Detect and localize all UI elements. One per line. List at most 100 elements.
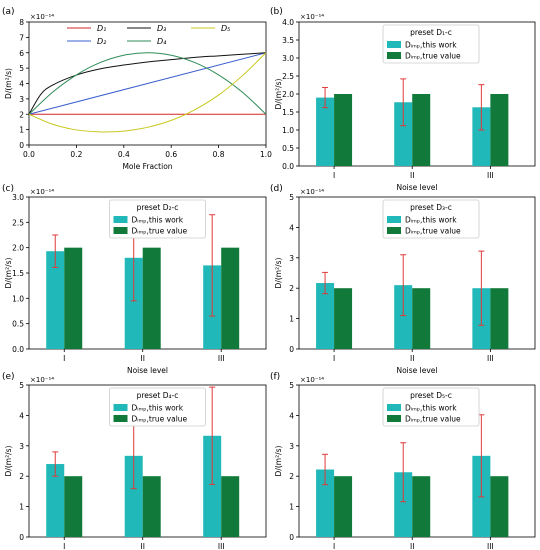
y-tick-label: 2 — [19, 110, 24, 119]
axis-exponent: ×10⁻¹⁴ — [30, 13, 54, 21]
legend-label: Dᵢₘₚ,true value — [405, 227, 461, 236]
y-tick-label: 5 — [19, 64, 24, 73]
y-tick-label: 2.5 — [12, 218, 24, 227]
x-tick-label: I — [63, 542, 65, 550]
y-tick-label: 2.5 — [282, 72, 294, 81]
legend-label: Dᵢₘₚ,this work — [132, 216, 184, 225]
y-tick-label: 0.5 — [12, 320, 24, 329]
bar-this-work — [472, 107, 491, 166]
bar-this-work — [394, 102, 413, 166]
x-axis-label: Noise level — [396, 366, 437, 375]
legend-title: preset D₅-c — [410, 391, 452, 400]
y-tick-label: 3.0 — [282, 54, 294, 63]
y-tick-label: 3 — [19, 95, 24, 104]
legend-swatch — [387, 52, 401, 59]
legend-label: D₄ — [157, 37, 167, 46]
legend-label: Dᵢₘₚ,this work — [405, 404, 457, 413]
y-tick-label: 0 — [19, 141, 24, 150]
legend-box — [382, 24, 480, 64]
legend-box — [382, 387, 480, 427]
y-tick-label: 1 — [19, 126, 24, 135]
legend-label: Dᵢₘₚ,true value — [132, 415, 188, 424]
y-axis-label: D/(m²/s) — [274, 445, 283, 476]
legend-label: D₃ — [157, 24, 166, 33]
y-axis-label: D/(m²/s) — [4, 257, 13, 288]
x-tick-label: 0.8 — [213, 150, 225, 159]
x-tick-label: 0.4 — [118, 150, 130, 159]
legend-label: Dᵢₘₚ,true value — [132, 227, 188, 236]
x-axis-label: Noise level — [127, 366, 168, 375]
series-line-D4 — [28, 52, 267, 115]
y-tick-label: 3 — [289, 254, 294, 263]
x-tick-label: III — [218, 354, 225, 363]
y-tick-label: 0.0 — [282, 162, 294, 171]
panel-b: 0.0 0.5 1.0 1.5 2.0 2.5 3.0 3.5 4.0 ×10⁻¹⁴ D/(m²/s… — [274, 13, 536, 192]
bar-this-work — [124, 257, 143, 349]
x-tick-label: III — [487, 542, 494, 550]
y-tick-label: 4.0 — [282, 18, 294, 27]
y-tick-label: 5 — [19, 381, 24, 390]
y-tick-label: 1 — [19, 503, 24, 512]
legend-swatch — [387, 415, 401, 422]
y-tick-label: 4 — [19, 411, 24, 420]
x-tick-label: I — [63, 354, 65, 363]
legend-title: preset D₁-c — [410, 28, 452, 37]
axis-exponent: ×10⁻¹⁴ — [30, 188, 54, 196]
legend-swatch — [113, 216, 128, 223]
y-tick-label: 7 — [19, 33, 24, 42]
y-tick-label: 2 — [289, 284, 294, 293]
axis-exponent: ×10⁻¹⁴ — [300, 376, 324, 384]
x-tick-label: I — [333, 542, 335, 550]
legend-box — [109, 387, 206, 427]
y-tick-label: 1.5 — [282, 108, 294, 117]
legend-swatch — [113, 404, 128, 411]
legend-label: Dᵢₘₚ,true value — [405, 415, 461, 424]
y-tick-label: 6 — [19, 49, 24, 58]
y-tick-label: 2.0 — [282, 90, 294, 99]
legend-label: D₁ — [97, 24, 106, 33]
y-axis-label: D/(m²/s) — [274, 257, 283, 288]
legend-label: Dᵢₘₚ,this work — [405, 41, 457, 50]
y-axis-label: D/(m²/s) — [4, 68, 13, 99]
x-tick-label: II — [410, 542, 414, 550]
series-line-D2 — [28, 52, 267, 115]
y-tick-label: 0.0 — [12, 345, 24, 354]
bar-true-value — [490, 94, 509, 166]
y-tick-label: 1 — [289, 503, 294, 512]
bar-this-work — [394, 472, 413, 537]
bar-true-value — [221, 247, 240, 349]
x-tick-label: 0.2 — [70, 150, 82, 159]
bar-true-value — [334, 94, 353, 166]
bar-this-work — [46, 251, 65, 349]
x-tick-label: 1.0 — [260, 150, 272, 159]
legend-swatch — [113, 227, 128, 234]
y-tick-label: 1.0 — [282, 126, 294, 135]
bar-true-value — [412, 94, 431, 166]
axis-exponent: ×10⁻¹⁴ — [30, 376, 54, 384]
bar-true-value — [490, 288, 509, 349]
panel-label-e: (e) — [2, 372, 15, 382]
panel-label-a: (a) — [2, 7, 15, 17]
bar-this-work — [316, 97, 335, 166]
y-tick-label: 2 — [289, 472, 294, 481]
bar-true-value — [412, 476, 431, 537]
panel-label-f: (f) — [270, 372, 280, 382]
y-tick-label: 8 — [19, 18, 24, 27]
x-tick-label: III — [487, 171, 494, 180]
legend-title: preset D₄-c — [137, 391, 179, 400]
y-tick-label: 3.0 — [12, 193, 24, 202]
y-tick-label: 2.0 — [12, 244, 24, 253]
legend-label: Dᵢₘₚ,this work — [405, 216, 457, 225]
y-tick-label: 3 — [19, 442, 24, 451]
x-tick-label: II — [140, 354, 144, 363]
bar-this-work — [316, 283, 335, 349]
y-tick-label: 5 — [289, 193, 294, 202]
legend-label: D₅ — [221, 24, 230, 33]
legend-box — [109, 199, 206, 239]
bar-true-value — [64, 247, 83, 349]
bar-this-work — [394, 285, 413, 349]
